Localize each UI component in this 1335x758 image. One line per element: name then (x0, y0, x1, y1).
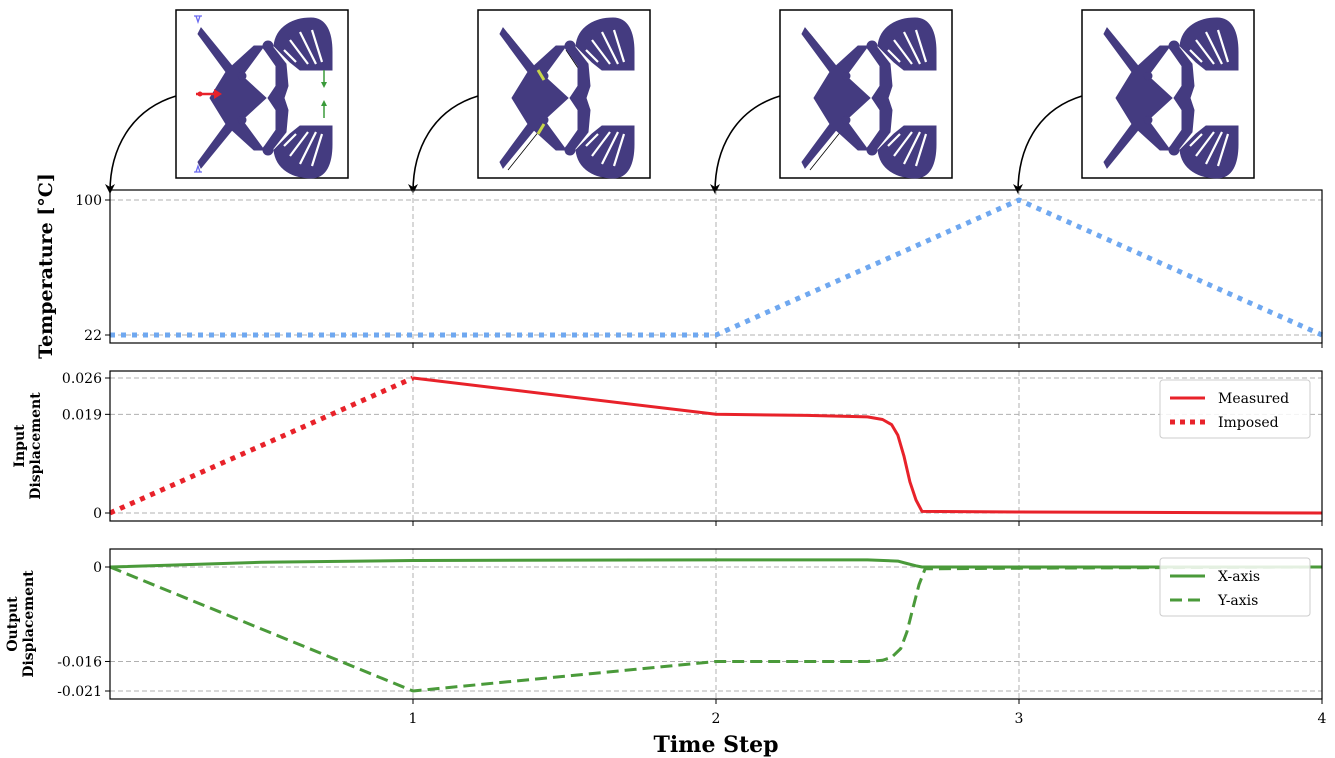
y-tick-label: 0 (93, 506, 102, 522)
x-axis-title: Time Step (653, 732, 778, 758)
y-axis-title-line: Displacement (28, 392, 44, 500)
temperature-panel: 22 100 Temperature [°C] (35, 173, 1324, 359)
y-axis-title: Output Displacement (5, 570, 37, 678)
legend: Measured Imposed (1159, 379, 1311, 439)
y-tick-label: -0.021 (57, 684, 102, 700)
y-tick-label: -0.016 (57, 654, 102, 670)
series-line-x-axis (109, 558, 1322, 569)
y-tick-label: 0 (93, 560, 102, 576)
x-tick-label: 3 (1015, 711, 1024, 727)
plot-frame (109, 189, 1323, 344)
series-line-measured (412, 376, 1323, 515)
legend-box (1159, 379, 1311, 439)
pointer-arrow (408, 95, 479, 194)
load-arrow-icon (196, 89, 222, 99)
series-line-imposed (108, 375, 415, 516)
plot-frame (109, 370, 1323, 522)
output-arrow-icon (321, 70, 327, 118)
series-line-y-axis (109, 565, 1323, 693)
x-tick-label: 4 (1318, 711, 1327, 727)
support-icon (194, 15, 202, 173)
inset-0 (175, 9, 349, 180)
input-displacement-panel: 0 0.019 0.026 Measured Imposed Input Displacem… (12, 370, 1323, 526)
pointer-arrow (710, 95, 781, 194)
legend-label: Imposed (1218, 415, 1279, 431)
legend: X-axis Y-axis (1159, 557, 1311, 617)
y-tick-label: 0.019 (62, 407, 102, 423)
legend-label: Y-axis (1217, 593, 1258, 609)
inset-3 (1081, 9, 1255, 180)
y-tick-label: 0.026 (62, 371, 102, 387)
pointer-arrows (105, 95, 1083, 194)
y-axis-title-line: Input (12, 424, 28, 468)
y-axis-title-line: Temperature [°C] (35, 173, 57, 359)
plot-frame (109, 548, 1323, 700)
y-axis-title-line: Displacement (21, 570, 37, 678)
series-line-0 (110, 197, 1324, 338)
y-axis-title-line: Output (5, 596, 21, 652)
y-axis-title: Input Displacement (12, 392, 44, 500)
pointer-arrow (105, 95, 177, 194)
pointer-arrow (1013, 95, 1083, 194)
output-displacement-panel: -0.021 -0.016 0 1 2 3 4 X-axis Y-axis Output Displ… (5, 548, 1327, 758)
y-tick-label: 22 (84, 328, 102, 344)
y-tick-label: 100 (75, 193, 102, 209)
inset-1 (477, 9, 651, 180)
x-tick-label: 2 (712, 711, 721, 727)
legend-label: Measured (1218, 391, 1289, 407)
legend-label: X-axis (1218, 569, 1260, 585)
inset-2 (779, 9, 953, 180)
x-tick-label: 1 (409, 711, 418, 727)
y-axis-title: Temperature [°C] (35, 173, 57, 359)
